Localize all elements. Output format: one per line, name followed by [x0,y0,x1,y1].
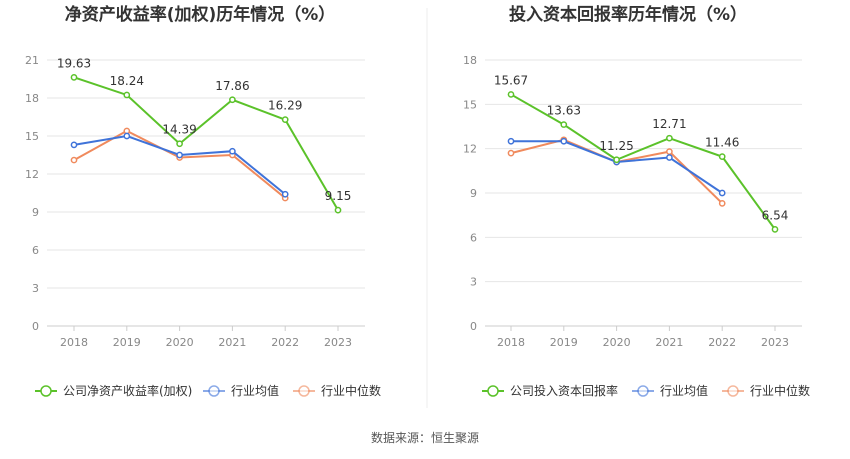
x-tick-label: 2018 [497,336,525,349]
data-point[interactable] [666,154,673,161]
legend-item[interactable]: 行业均值 [632,383,708,398]
legend-marker [487,385,499,397]
y-tick-label: 6 [32,244,39,257]
data-label: 12.71 [652,117,686,131]
y-tick-label: 18 [463,54,477,67]
legend-marker [727,385,739,397]
y-tick-label: 12 [463,143,477,156]
source-note: 数据来源：恒生聚源 [371,430,479,445]
legend-label: 行业中位数 [321,383,381,398]
y-tick-label: 3 [470,276,477,289]
x-tick-label: 2019 [550,336,578,349]
data-point[interactable] [229,96,236,104]
legend-marker [40,385,52,397]
data-point[interactable] [70,156,78,164]
data-point[interactable] [718,189,726,197]
data-point[interactable] [70,141,78,149]
data-point[interactable] [718,153,726,160]
legend-item[interactable]: 行业均值 [203,383,279,398]
legend-item[interactable]: 公司净资产收益率(加权) [35,383,192,398]
data-label: 16.29 [268,99,302,113]
legend-item[interactable]: 行业中位数 [293,383,381,398]
x-tick-label: 2018 [60,336,88,349]
data-point[interactable] [666,148,673,155]
y-tick-label: 0 [470,320,477,333]
data-point[interactable] [666,134,673,142]
data-point[interactable] [334,206,342,214]
x-tick-label: 2023 [324,336,352,349]
x-tick-label: 2021 [655,336,683,349]
legend-item[interactable]: 公司投入资本回报率 [482,383,618,398]
data-label: 15.67 [494,73,528,87]
legend-label: 公司净资产收益率(加权) [63,383,192,398]
x-tick-label: 2019 [113,336,141,349]
data-point[interactable] [281,116,289,124]
y-tick-label: 18 [25,92,39,105]
y-tick-label: 9 [32,206,39,219]
data-point[interactable] [176,151,183,159]
y-tick-label: 15 [25,130,39,143]
data-label: 13.63 [547,104,581,118]
legend-label: 公司投入资本回报率 [510,383,618,398]
chart-1: 净资产收益率(加权)历年情况（%） 0 3 6 9 12 15 18 21 2018 2019 202… [25,4,381,398]
series-line [73,76,339,211]
legend-label: 行业均值 [231,383,279,398]
data-label: 17.86 [215,79,249,93]
legend-label: 行业中位数 [750,383,810,398]
x-tick-label: 2022 [271,336,299,349]
data-label: 11.46 [705,136,739,150]
data-point[interactable] [507,149,515,157]
legend-marker [298,385,310,397]
data-label: 11.25 [599,139,633,153]
chart-title: 净资产收益率(加权)历年情况（%） [65,4,336,25]
y-tick-label: 21 [25,54,39,67]
legend-marker [637,385,649,397]
data-label: 19.63 [57,56,91,70]
x-tick-label: 2023 [761,336,789,349]
data-point[interactable] [507,91,515,98]
data-point[interactable] [718,199,726,207]
y-tick-label: 12 [25,168,39,181]
data-point[interactable] [281,190,289,198]
x-tick-label: 2022 [708,336,736,349]
x-tick-label: 2020 [603,336,631,349]
data-point[interactable] [560,121,568,128]
x-tick-label: 2021 [218,336,246,349]
legend-item[interactable]: 行业中位数 [722,383,810,398]
data-point[interactable] [70,74,78,81]
x-tick-label: 2020 [166,336,194,349]
chart-2: 投入资本回报率历年情况（%） 0 3 6 9 12 15 18 2018 2019 2020 2021… [463,4,810,398]
y-tick-label: 3 [32,282,39,295]
series-line [510,93,776,230]
y-tick-label: 15 [463,98,477,111]
data-point[interactable] [507,137,515,145]
y-tick-label: 6 [470,231,477,244]
data-point[interactable] [123,91,131,99]
legend-marker [208,385,220,397]
data-label: 6.54 [762,208,789,222]
y-tick-label: 9 [470,187,477,200]
data-label: 9.15 [325,189,352,203]
legend-label: 行业均值 [660,383,708,398]
data-point[interactable] [123,132,131,140]
data-point[interactable] [176,140,183,148]
data-label: 14.39 [162,123,196,137]
y-tick-label: 0 [32,320,39,333]
data-point[interactable] [771,226,779,233]
data-point[interactable] [229,147,236,155]
chart-title: 投入资本回报率历年情况（%） [509,4,747,25]
data-label: 18.24 [110,74,144,88]
data-point[interactable] [560,137,568,145]
data-point[interactable] [613,156,620,164]
